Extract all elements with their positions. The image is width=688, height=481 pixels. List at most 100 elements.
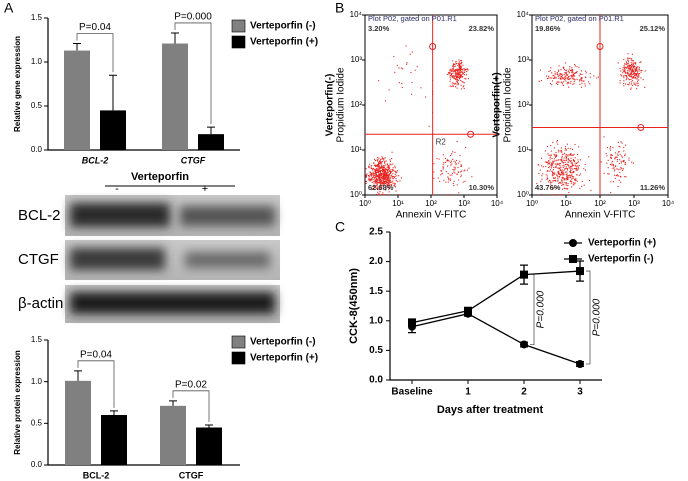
event-dot bbox=[556, 154, 558, 157]
event-dot bbox=[395, 180, 397, 182]
event-dot bbox=[455, 78, 457, 80]
legend-swatch bbox=[231, 335, 246, 349]
event-dot bbox=[556, 71, 558, 74]
event-dot bbox=[375, 165, 377, 167]
event-dot bbox=[567, 155, 569, 157]
event-dot bbox=[548, 179, 551, 182]
event-dot bbox=[380, 174, 382, 176]
event-dot bbox=[561, 161, 563, 163]
event-dot bbox=[561, 184, 563, 187]
event-dot bbox=[388, 165, 390, 167]
event-dot bbox=[448, 160, 450, 162]
event-dot bbox=[547, 178, 549, 180]
event-dot bbox=[615, 156, 617, 158]
x-tick-label: 10⁴ bbox=[491, 199, 504, 208]
event-dot bbox=[463, 87, 465, 90]
event-dot bbox=[607, 167, 609, 169]
event-dot bbox=[625, 67, 627, 69]
event-dot bbox=[564, 78, 566, 80]
event-dot bbox=[388, 170, 391, 172]
event-dot bbox=[458, 68, 460, 70]
event-dot bbox=[387, 167, 389, 169]
event-dot bbox=[561, 176, 564, 178]
event-dot bbox=[390, 184, 392, 186]
event-dot bbox=[380, 167, 382, 169]
event-dot bbox=[573, 153, 575, 155]
event-dot bbox=[384, 188, 386, 190]
event-dot bbox=[454, 151, 456, 153]
event-dot bbox=[635, 75, 637, 77]
event-dot bbox=[451, 76, 453, 78]
y-tick-label: 1.0 bbox=[31, 57, 43, 66]
event-dot bbox=[395, 171, 398, 173]
event-dot bbox=[640, 69, 642, 71]
marker bbox=[520, 270, 528, 279]
event-dot bbox=[567, 161, 569, 163]
event-dot bbox=[639, 61, 641, 63]
blot-row-label: BCL-2 bbox=[18, 207, 61, 224]
event-dot bbox=[576, 66, 578, 68]
event-dot bbox=[572, 70, 574, 72]
y-tick-label: 1.0 bbox=[31, 377, 43, 386]
event-dot bbox=[383, 176, 385, 178]
event-dot bbox=[573, 64, 576, 66]
event-dot bbox=[452, 63, 455, 66]
event-dot bbox=[450, 73, 453, 76]
event-dot bbox=[613, 170, 615, 172]
event-dot bbox=[373, 162, 375, 164]
event-dot bbox=[629, 67, 631, 69]
event-dot bbox=[568, 159, 570, 161]
event-dot bbox=[550, 165, 552, 167]
event-dot bbox=[374, 164, 376, 166]
event-dot bbox=[383, 166, 385, 168]
event-dot bbox=[458, 64, 461, 66]
event-dot bbox=[549, 154, 551, 156]
event-dot bbox=[564, 178, 566, 180]
event-dot bbox=[552, 175, 554, 177]
event-dot bbox=[541, 178, 543, 180]
event-dot bbox=[624, 74, 626, 76]
event-dot bbox=[563, 66, 565, 68]
event-dot bbox=[449, 174, 451, 176]
p-value: P=0.000 bbox=[536, 290, 547, 328]
event-dot bbox=[585, 72, 587, 74]
event-dot bbox=[629, 79, 631, 81]
quadrant-percent: 23.82% bbox=[469, 24, 495, 33]
event-dot bbox=[453, 166, 455, 168]
significance-bracket bbox=[586, 270, 591, 365]
event-dot bbox=[381, 170, 383, 172]
event-dot bbox=[550, 150, 553, 152]
gate-handle bbox=[429, 43, 437, 50]
event-dot bbox=[400, 67, 402, 69]
event-dot bbox=[588, 156, 590, 158]
event-dot bbox=[629, 57, 631, 59]
event-dot bbox=[384, 169, 386, 171]
event-dot bbox=[553, 147, 556, 149]
event-dot bbox=[443, 162, 445, 164]
event-dot bbox=[581, 77, 583, 79]
event-dot bbox=[577, 168, 580, 170]
event-cloud bbox=[536, 53, 646, 196]
series-line bbox=[411, 313, 581, 365]
event-dot bbox=[385, 189, 387, 191]
event-dot bbox=[603, 172, 605, 174]
event-dot bbox=[452, 76, 454, 78]
event-dot bbox=[550, 67, 552, 69]
event-dot bbox=[471, 176, 473, 178]
event-dot bbox=[631, 70, 633, 72]
event-dot bbox=[614, 177, 616, 179]
legend-label: Verteporfin (-) bbox=[588, 254, 654, 265]
event-dot bbox=[633, 73, 635, 75]
event-dot bbox=[454, 75, 456, 77]
event-dot bbox=[454, 83, 456, 85]
event-dot bbox=[387, 177, 389, 179]
event-dot bbox=[452, 67, 454, 69]
event-dot bbox=[446, 159, 449, 161]
event-dot bbox=[565, 158, 567, 160]
event-dot bbox=[548, 170, 550, 172]
y-tick-label: 10² bbox=[350, 100, 362, 109]
event-dot bbox=[557, 70, 560, 72]
event-dot bbox=[628, 159, 630, 161]
event-dot bbox=[563, 69, 565, 71]
event-dot bbox=[394, 183, 396, 185]
